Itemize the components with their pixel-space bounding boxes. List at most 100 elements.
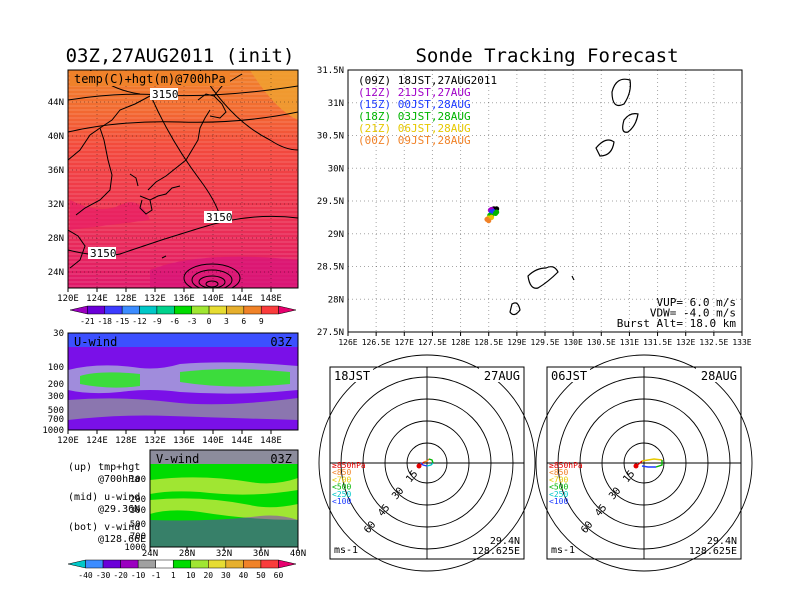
map-y-tick-label: 40N <box>48 132 64 142</box>
temp-colorbar-swatch <box>139 305 158 315</box>
hodograph-time: 06JST <box>551 369 587 383</box>
island-outlines <box>509 78 639 316</box>
track-x-tick-label: 132.5E <box>699 338 728 347</box>
temp-colorbar-swatch <box>69 305 88 315</box>
track-panel: (09Z) 18JST,27AUG2011(12Z) 21JST,27AUG(1… <box>317 66 752 347</box>
track-y-tick-label: 28.5N <box>317 263 344 273</box>
wind-colorbar-swatch <box>260 559 279 569</box>
track-point <box>494 209 500 215</box>
left-title: 03Z,27AUG2011 (init) <box>66 45 295 67</box>
warm-core-west <box>70 200 150 230</box>
u-wind-y-tick-label: 1000 <box>42 426 64 436</box>
map-frame <box>67 69 299 289</box>
temp-colorbar-label: -21 <box>80 317 95 326</box>
contour-label: 3150 <box>152 88 179 101</box>
u-wind-x-tick-label: 128E <box>115 436 137 446</box>
v-wind-y-tick-label: 300 <box>130 506 146 516</box>
temp-colorbar-swatch <box>121 305 140 315</box>
temp-colorbar-label: -12 <box>132 317 147 326</box>
wind-colorbar-label: 30 <box>221 571 231 580</box>
wind-colorbar-label: 1 <box>171 571 176 580</box>
hodograph-ring <box>318 354 536 572</box>
u-wind-x-tick-label: 120E <box>57 436 79 446</box>
track-x-tick-label: 129.5E <box>531 338 560 347</box>
v-wind-x-tick-label: 24N <box>142 549 158 559</box>
v-wind-y-tick-label: 1000 <box>124 543 146 553</box>
track-y-tick-label: 28N <box>328 295 344 305</box>
wind-colorbar-label: -40 <box>78 571 93 580</box>
wind-colorbar-label: 20 <box>203 571 213 580</box>
map-x-tick-label: 132E <box>144 294 166 304</box>
hodograph-level-legend: <500 <box>549 483 568 492</box>
temp-colorbar-swatch <box>156 305 175 315</box>
u-wind-jet-west <box>80 372 140 388</box>
track-x-tick-label: 131E <box>620 338 639 347</box>
wind-colorbar-swatch <box>190 559 209 569</box>
v-wind-time: 03Z <box>270 452 292 466</box>
track-param: Burst Alt= 18.0 km <box>617 317 737 330</box>
right-title: Sonde Tracking Forecast <box>415 45 678 67</box>
temp-colorbar-label: -15 <box>115 317 130 326</box>
track-x-tick-label: 128E <box>451 338 470 347</box>
v-wind-x-tick-label: 36N <box>253 549 269 559</box>
panel-note: (up) tmp+hgt <box>68 462 140 473</box>
warm-patch <box>250 70 298 120</box>
map-x-tick-label: 136E <box>173 294 195 304</box>
map-grid <box>68 70 298 288</box>
hodograph-level-legend: <500 <box>332 483 351 492</box>
track-x-tick-label: 127.5E <box>418 338 447 347</box>
track-x-tick-label: 127E <box>395 338 414 347</box>
track-x-tick-label: 132E <box>676 338 695 347</box>
map-y-tick-label: 28N <box>48 234 64 244</box>
hodograph-lat: 29.4N <box>707 536 737 547</box>
wind-colorbar-swatch <box>243 559 262 569</box>
wind-colorbar-swatch <box>278 559 297 569</box>
v-wind-label: V-wind <box>156 452 199 466</box>
hodograph-level-legend: <700 <box>332 475 351 484</box>
hodograph-surface-point <box>633 463 639 469</box>
hodograph-level-legend: <250 <box>549 490 568 499</box>
wind-colorbar-label: 10 <box>186 571 196 580</box>
track-legend-entry: (21Z) 06JST,28AUG <box>358 122 471 135</box>
track-x-tick-label: 129E <box>507 338 526 347</box>
v-wind-y-tick-label: 500 <box>130 520 146 530</box>
u-wind-low-band <box>68 398 298 420</box>
v-wind-y-tick-label: 100 <box>130 475 146 485</box>
hodograph-date-bg <box>696 368 740 382</box>
map-label: temp(C)+hgt(m)@700hPa <box>74 72 226 86</box>
hodograph-right: 06JST 28AUG15304560≥850hPa<850<700<500<25… <box>535 354 753 572</box>
temp-colorbar-label: -18 <box>98 317 113 326</box>
temp-colorbar-label: -3 <box>187 317 197 326</box>
u-wind-jet-east <box>180 369 290 387</box>
track-y-tick-label: 31N <box>328 99 344 109</box>
map-y-tick-label: 32N <box>48 200 64 210</box>
track-legend-entry: (12Z) 21JST,27AUG <box>358 86 471 99</box>
track-x-tick-label: 126.5E <box>362 338 391 347</box>
u-wind-x-tick-label: 144E <box>231 436 253 446</box>
hodograph-level-legend: ≥850hPa <box>332 461 366 470</box>
temp-map-panel: temp(C)+hgt(m)@700hPa 3150 3150 3150 120… <box>48 69 299 326</box>
contour-label-bg <box>150 88 178 100</box>
wind-colorbar-swatch <box>172 559 192 569</box>
temp-colorbar-label: 3 <box>224 317 229 326</box>
hodograph-date: 28AUG <box>701 369 737 383</box>
panel-note: (mid) u-wind <box>68 492 140 503</box>
u-wind-frame <box>67 332 299 431</box>
hodograph-trace <box>426 462 434 467</box>
temp-colorbar-swatch <box>260 305 279 315</box>
panel-note-detail: @700hPa <box>98 474 140 485</box>
hodograph-level-legend: <250 <box>332 490 351 499</box>
u-wind-y-tick-label: 200 <box>48 380 64 390</box>
u-wind-x-tick-label: 136E <box>173 436 195 446</box>
hodograph-time-bg <box>331 368 373 382</box>
v-wind-x-tick-label: 40N <box>290 549 306 559</box>
hodograph-lon: 128.625E <box>689 546 737 557</box>
hodograph-level-legend: ≥850hPa <box>549 461 583 470</box>
panel-notes: (up) tmp+hgt@700hPa (mid) u-wind@29.36N (b… <box>68 462 146 545</box>
v-wind-bottom <box>150 515 298 547</box>
v-wind-x-tick-label: 32N <box>216 549 232 559</box>
wind-colorbar-label: 50 <box>256 571 266 580</box>
wind-colorbar-label: -10 <box>131 571 146 580</box>
